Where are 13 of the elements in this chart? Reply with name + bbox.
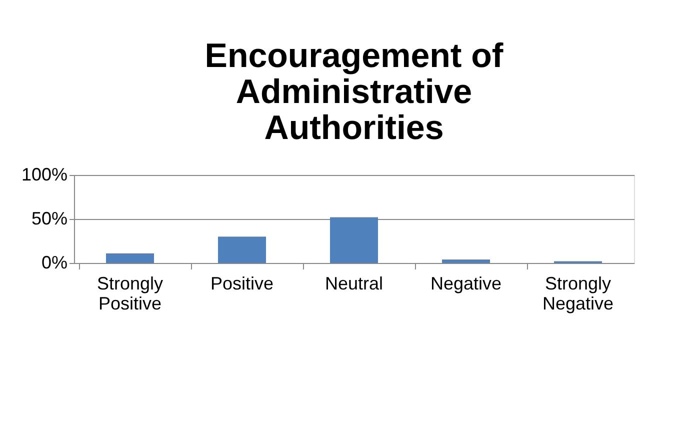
x-tick-label: Strongly Positive [96, 274, 164, 314]
y-tick-label: 100% [21, 164, 68, 184]
bar [106, 253, 154, 263]
x-tick-label: Strongly Negative [542, 274, 614, 314]
x-tick-label: Neutral [324, 274, 384, 294]
x-tick-label: Negative [430, 274, 502, 294]
chart-title: Encouragement of Administrative Authorities [204, 37, 504, 147]
bar [218, 236, 266, 263]
x-tick-label: Positive [210, 274, 274, 294]
y-tick-label: 50% [31, 208, 68, 228]
bar [330, 217, 378, 263]
y-tick-label: 0% [41, 252, 68, 272]
bar [442, 259, 490, 263]
